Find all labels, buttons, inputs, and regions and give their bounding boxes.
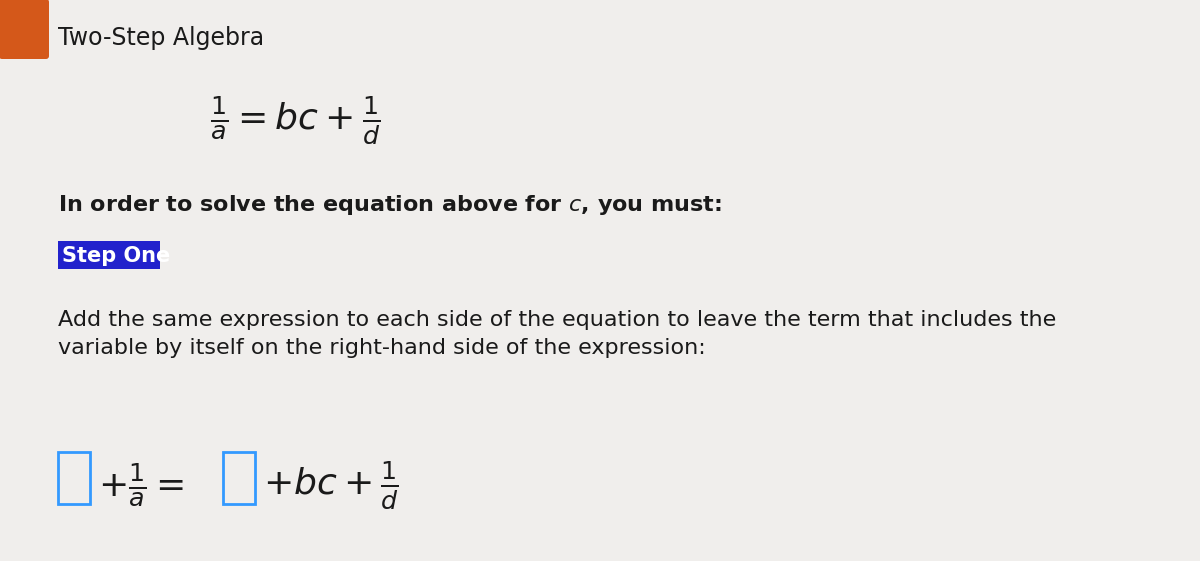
Text: $\frac{1}{a} = bc + \frac{1}{d}$: $\frac{1}{a} = bc + \frac{1}{d}$ [210,94,380,146]
Text: Step One: Step One [62,246,170,266]
Text: $+\frac{1}{a} =$: $+\frac{1}{a} =$ [98,462,185,508]
Text: Two-Step Algebra: Two-Step Algebra [58,26,264,50]
Text: variable by itself on the right-hand side of the expression:: variable by itself on the right-hand sid… [58,338,706,358]
Text: $+bc + \frac{1}{d}$: $+bc + \frac{1}{d}$ [263,459,398,511]
Text: Add the same expression to each side of the equation to leave the term that incl: Add the same expression to each side of … [58,310,1056,330]
FancyBboxPatch shape [0,0,49,59]
Text: In order to solve the equation above for $c$, you must:: In order to solve the equation above for… [58,193,721,217]
FancyBboxPatch shape [58,241,160,269]
